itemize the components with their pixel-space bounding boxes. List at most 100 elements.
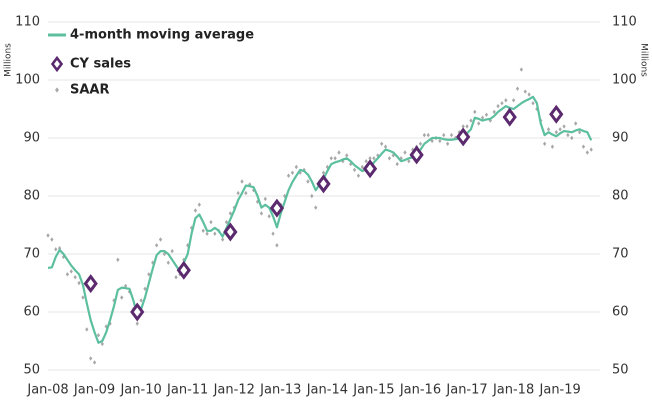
saar-point [407, 159, 411, 164]
saar-point [96, 333, 101, 338]
saar-point [197, 202, 201, 207]
saar-point [356, 173, 361, 178]
saar-point [473, 109, 477, 115]
cy-sales-marker [83, 274, 98, 294]
y2-tick-label: 70 [612, 247, 629, 262]
saar-point [554, 130, 558, 135]
saar-point [275, 243, 279, 248]
saar-point [263, 196, 267, 202]
x-tick-label: Jan-14 [306, 383, 348, 398]
saar-point [380, 141, 384, 146]
saar-point [504, 98, 508, 103]
saar-point [81, 295, 85, 300]
saar-point [236, 190, 240, 196]
y2-tick-label: 90 [612, 131, 629, 146]
saar-point [205, 231, 209, 236]
saar-point [531, 101, 535, 106]
saar-point [85, 327, 89, 332]
saar-point [426, 132, 430, 138]
saar-point [104, 324, 108, 329]
saar-point [170, 248, 174, 254]
saar-point [162, 251, 167, 257]
x-tick-label: Jan-13 [259, 383, 301, 398]
x-tick-label: Jan-09 [73, 383, 115, 398]
saar-point [500, 101, 504, 106]
saar-point [469, 118, 473, 123]
cy-sales-marker [409, 145, 424, 165]
saar-point [430, 138, 434, 144]
saar-point [333, 156, 337, 161]
y-tick-label: 50 [23, 363, 40, 378]
saar-point [585, 150, 589, 155]
y2-tick-label: 60 [612, 305, 629, 320]
saar-point [220, 237, 225, 242]
saar-point [496, 103, 500, 109]
cy-sales-marker [176, 260, 191, 280]
saar-point [201, 228, 205, 233]
saar-point [527, 92, 531, 97]
saar-point [341, 159, 345, 164]
y2-tick-label: 80 [612, 189, 629, 204]
legend-label: CY sales [70, 57, 131, 72]
saar-point [492, 109, 496, 115]
saar-point [558, 127, 562, 132]
saar-point [286, 173, 291, 178]
saar-point [570, 135, 574, 141]
x-tick-label: Jan-17 [445, 383, 487, 398]
moving-average-line [47, 95, 593, 344]
y-axis-label: Millions [4, 43, 14, 77]
y-tick-label: 70 [23, 247, 40, 262]
cy-sales-marker [269, 198, 285, 218]
cy-sales-marker [549, 104, 564, 124]
x-tick-label: Jan-16 [399, 383, 441, 398]
saar-point [213, 231, 217, 236]
saar-point [581, 144, 586, 149]
saar-point [438, 138, 442, 144]
cy-sales-marker [362, 159, 378, 179]
saar-point [77, 280, 81, 286]
saar-point [391, 153, 395, 158]
x-tick-label: Jan-18 [492, 383, 534, 398]
saar-point [54, 247, 58, 252]
saar-point [387, 156, 392, 161]
y-tick-label: 80 [23, 189, 40, 204]
saar-point [395, 161, 399, 167]
y-tick-label: 110 [15, 15, 40, 30]
y-tick-label: 90 [23, 131, 40, 146]
saar-point [306, 179, 310, 184]
saar-point [523, 89, 527, 94]
saar-point [259, 211, 264, 216]
saar-point [186, 243, 190, 248]
legend-label: SAAR [70, 83, 110, 98]
saar-point [577, 130, 582, 135]
legend-swatch [55, 87, 59, 93]
saar-point [193, 208, 198, 213]
legend-label: 4-month moving average [70, 28, 254, 43]
saar-point [290, 170, 295, 175]
saar-point [73, 275, 77, 280]
saar-point [310, 193, 314, 199]
saar-point [325, 164, 330, 170]
saar-point [240, 179, 244, 184]
saar-point [352, 167, 357, 173]
saar-point [69, 269, 73, 274]
saar-point [228, 211, 233, 216]
saar-point [480, 115, 485, 120]
saar-point [383, 144, 388, 149]
saar-point [321, 170, 326, 175]
saar-point [50, 237, 54, 242]
saar-point [372, 156, 376, 161]
saar-point [574, 121, 578, 126]
saar-point [442, 132, 446, 138]
saar-point [189, 225, 194, 231]
cy-sales-marker [502, 107, 517, 127]
saar-point [294, 164, 298, 170]
x-tick-label: Jan-10 [119, 383, 161, 398]
saar-point [100, 341, 104, 347]
saar-point [368, 156, 372, 161]
saar-point [158, 237, 163, 242]
y2-tick-label: 110 [612, 15, 637, 30]
saar-point [46, 233, 50, 238]
saar-point [224, 219, 229, 225]
